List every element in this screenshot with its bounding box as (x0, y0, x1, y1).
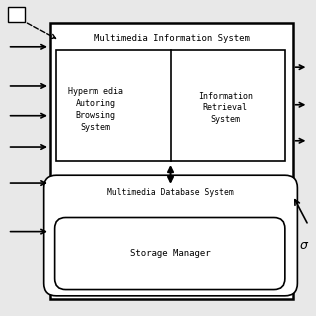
Text: Storage Manager: Storage Manager (130, 249, 211, 258)
Bar (56, 50, 285, 161)
FancyBboxPatch shape (55, 217, 285, 289)
Text: Multimedia Database System: Multimedia Database System (107, 188, 234, 197)
Text: $\sigma$: $\sigma$ (299, 239, 309, 252)
Text: Information
Retrieval
System: Information Retrieval System (198, 92, 253, 124)
Bar (8, 7, 25, 22)
Bar (50, 23, 293, 299)
Text: Hyperm edia
Autoring
Browsing
System: Hyperm edia Autoring Browsing System (68, 87, 123, 132)
FancyBboxPatch shape (44, 175, 297, 296)
Text: Multimedia Information System: Multimedia Information System (94, 34, 250, 43)
